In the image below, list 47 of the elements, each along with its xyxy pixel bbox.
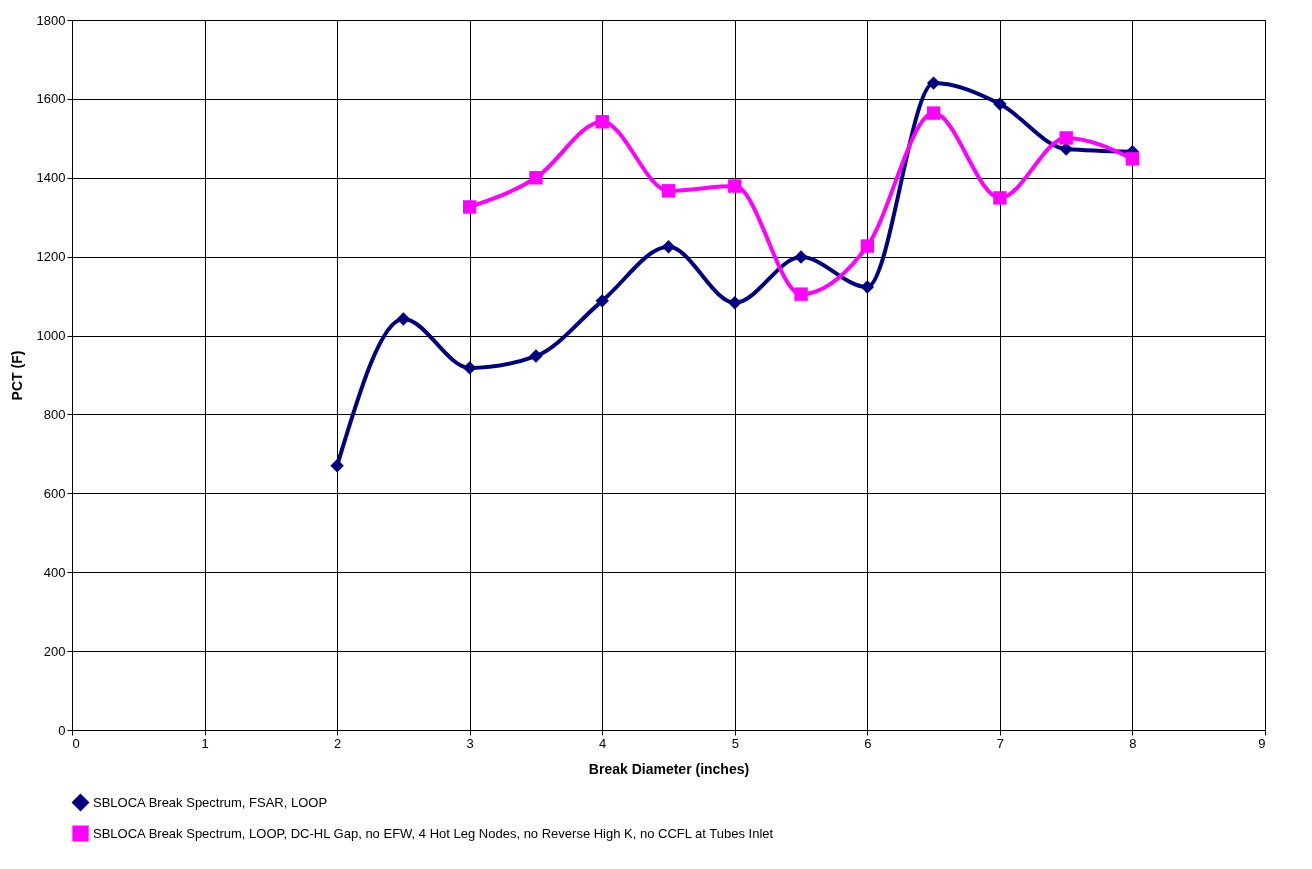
point: [661, 240, 676, 254]
y-tick-label: 200: [43, 643, 66, 659]
point: [1125, 152, 1140, 166]
x-tick-label: 1: [201, 735, 209, 751]
y-tick-label: 600: [43, 485, 66, 501]
point: [595, 294, 609, 308]
x-tick-label: 2: [333, 735, 342, 751]
point: [1059, 131, 1073, 145]
point: [860, 280, 875, 294]
x-tick-label: 6: [864, 735, 872, 751]
y-tick-label: 1600: [36, 91, 66, 107]
x-tick-label: 8: [1129, 735, 1137, 751]
y-tick-label: 1200: [36, 249, 66, 265]
point: [993, 191, 1007, 205]
y-tick-label: 1800: [36, 12, 66, 28]
point: [860, 239, 875, 253]
y-tick-label: 0: [58, 722, 66, 738]
y-tick-label: 400: [43, 564, 66, 580]
point: [993, 97, 1007, 111]
x-tick-label: 5: [731, 735, 739, 751]
y-tick-label: 1400: [36, 170, 66, 186]
y-tick-label: 1000: [36, 328, 66, 344]
x-tick-label: 9: [1258, 735, 1266, 751]
point: [794, 250, 808, 264]
y-axis-title: PCT (F): [8, 350, 25, 401]
point: [529, 171, 543, 185]
point: [462, 361, 477, 375]
point: [595, 115, 609, 129]
point: [661, 184, 676, 198]
x-tick-label: 3: [466, 735, 474, 751]
point: [728, 296, 742, 310]
point: [728, 179, 742, 193]
point: [1059, 142, 1073, 156]
point: [926, 76, 941, 90]
x-tick-label: 7: [996, 735, 1005, 751]
point: [529, 349, 543, 363]
legend-label: SBLOCA Break Spectrum, LOOP, DC-HL Gap, no EFW, 4 Hot Leg Nodes, no Reverse High K, no CCFL at Tubes Inlet: [93, 825, 774, 841]
point: [330, 459, 344, 473]
point: [462, 200, 477, 214]
x-tick-label: 0: [72, 735, 80, 751]
point: [926, 106, 941, 120]
y-tick-label: 800: [43, 406, 66, 422]
x-axis-title: Break Diameter (inches): [588, 760, 750, 777]
x-tick-label: 4: [599, 735, 607, 751]
point: [396, 312, 411, 326]
legend-label: SBLOCA Break Spectrum, FSAR, LOOP: [93, 794, 328, 810]
point: [794, 287, 808, 301]
